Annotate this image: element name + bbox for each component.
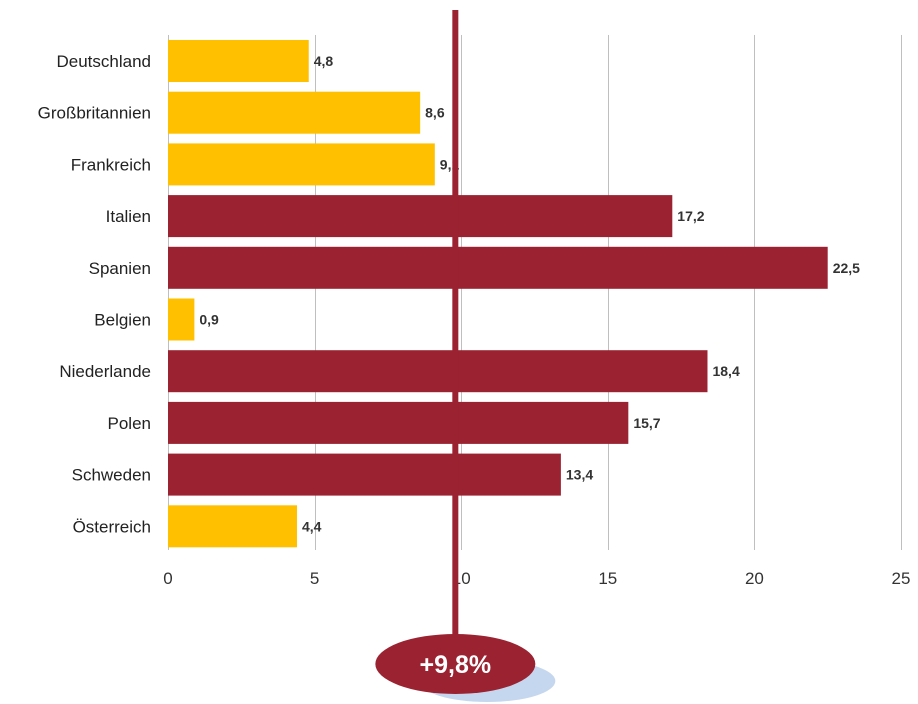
category-label: Österreich <box>73 517 151 536</box>
category-labels: Deutschland Großbritannien Frankreich Itali… <box>38 52 151 536</box>
category-label: Belgien <box>94 311 151 330</box>
data-label: 8,6 <box>425 105 445 121</box>
bar <box>168 298 195 341</box>
x-tick-label: 20 <box>745 569 764 588</box>
bar <box>168 350 708 393</box>
x-axis-tick-labels: 0 5 10 15 20 25 <box>163 569 910 588</box>
category-label: Polen <box>108 414 151 433</box>
bar <box>168 453 561 496</box>
bar <box>168 40 309 82</box>
data-label: 22,5 <box>833 260 860 276</box>
reference-badge <box>375 634 536 694</box>
x-tick-label: 15 <box>598 569 617 588</box>
bar <box>168 91 421 134</box>
data-label: 18,4 <box>712 363 739 379</box>
bar <box>168 505 298 548</box>
category-label: Frankreich <box>71 155 151 174</box>
category-label: Deutschland <box>56 52 151 71</box>
category-label: Niederlande <box>59 362 151 381</box>
bars <box>168 40 828 548</box>
data-label: 17,2 <box>677 208 704 224</box>
category-label: Italien <box>106 207 151 226</box>
category-label: Spanien <box>89 259 151 278</box>
bar <box>168 195 673 238</box>
bar <box>168 246 828 289</box>
reference-badge-label: +9,8% <box>420 651 492 679</box>
category-label: Schweden <box>72 466 151 485</box>
reference-line <box>452 10 459 656</box>
x-tick-label: 5 <box>310 569 319 588</box>
data-label: 15,7 <box>633 415 660 431</box>
data-label: 4,4 <box>302 518 322 534</box>
data-label: 4,8 <box>314 53 334 69</box>
reference-line-group: +9,8% <box>375 10 556 702</box>
x-tick-label: 25 <box>892 569 911 588</box>
data-label: 0,9 <box>199 312 219 328</box>
bar <box>168 401 629 444</box>
data-label: 13,4 <box>566 467 593 483</box>
bar <box>168 143 435 186</box>
x-tick-label: 0 <box>163 569 172 588</box>
category-label: Großbritannien <box>38 104 151 123</box>
